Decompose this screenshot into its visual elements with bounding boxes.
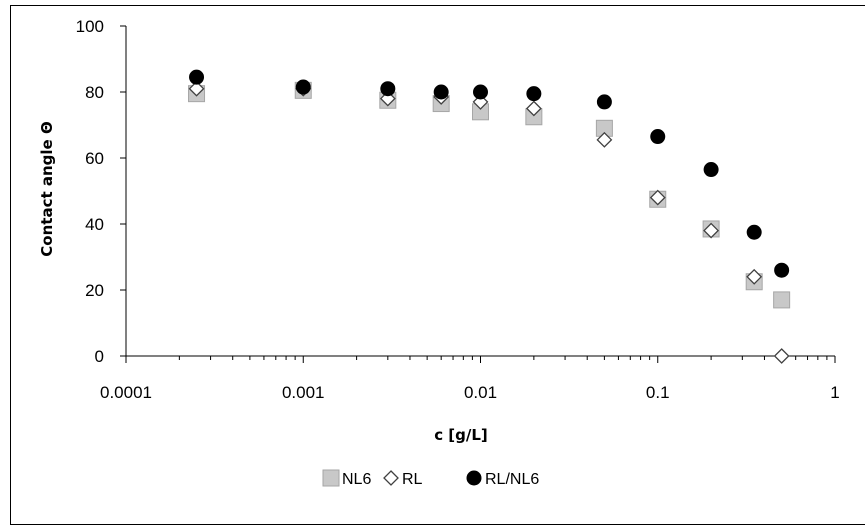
- circle-point: [473, 84, 488, 100]
- legend-circle-icon: [466, 470, 482, 486]
- circle-point: [433, 84, 449, 100]
- series-rl-nl6: [189, 69, 790, 278]
- circle-point: [746, 224, 762, 240]
- x-axis-title: c [g/L]: [434, 426, 488, 444]
- diamond-point: [649, 189, 666, 206]
- square-point: [773, 291, 791, 309]
- legend-label: NL6: [342, 471, 371, 488]
- y-tick-label: 0: [95, 347, 104, 366]
- circle-point: [703, 162, 719, 178]
- legend-label: RL/NL6: [485, 471, 539, 488]
- circle-point: [774, 262, 790, 278]
- legend-item: RL/NL6: [466, 470, 539, 488]
- legend-square-icon: [322, 469, 340, 487]
- circle-point: [189, 69, 205, 85]
- legend-label: RL: [402, 471, 423, 488]
- x-axis: 0.0001 0.001 0.01 0.1 1: [100, 355, 840, 402]
- circle-point: [295, 79, 311, 95]
- series-nl6: [188, 81, 791, 309]
- y-tick-label: 40: [85, 215, 104, 234]
- x-tick-label: 1: [830, 383, 839, 402]
- circle-point: [650, 129, 666, 145]
- diamond-point: [703, 222, 720, 239]
- x-tick-label: 0.01: [464, 383, 497, 402]
- circle-point: [526, 86, 542, 102]
- circle-point: [596, 94, 612, 110]
- y-axis-title: Contact angle Θ: [38, 121, 56, 256]
- y-axis: 0 20 40 60 80 100: [76, 17, 127, 366]
- y-tick-label: 100: [76, 17, 104, 36]
- legend-item: NL6: [322, 469, 371, 488]
- x-tick-label: 0.001: [282, 383, 325, 402]
- series-rl: [188, 80, 790, 364]
- diamond-point: [188, 80, 205, 97]
- diamond-point: [525, 100, 542, 117]
- diamond-point: [773, 348, 790, 364]
- y-tick-label: 80: [85, 83, 104, 102]
- y-tick-label: 60: [85, 149, 104, 168]
- legend: NL6 RL RL/NL6: [322, 469, 539, 488]
- x-tick-label: 0.0001: [100, 383, 152, 402]
- y-tick-label: 20: [85, 281, 104, 300]
- data-points: [188, 69, 791, 364]
- diamond-point: [596, 131, 613, 148]
- circle-point: [380, 81, 396, 97]
- legend-diamond-icon: [383, 470, 399, 486]
- legend-item: RL: [383, 470, 423, 488]
- scatter-chart: 0 20 40 60 80 100 0.0001 0.001 0.01 0.1 1 Contact…: [38, 17, 840, 488]
- x-tick-label: 0.1: [646, 383, 670, 402]
- diamond-point: [746, 268, 763, 285]
